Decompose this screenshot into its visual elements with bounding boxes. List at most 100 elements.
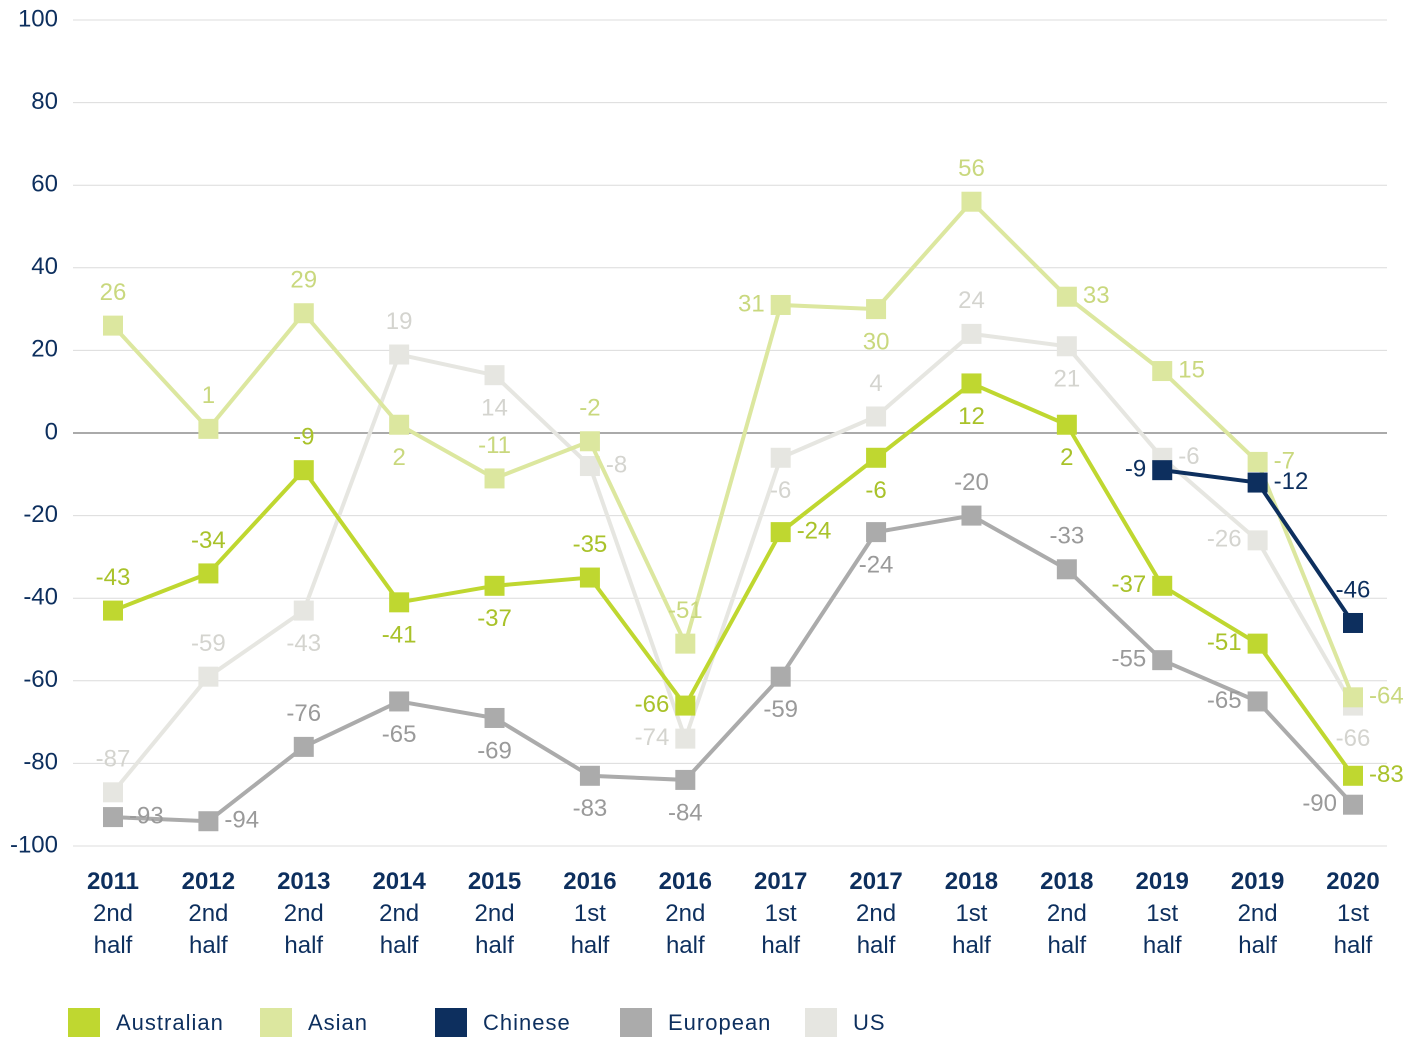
- y-tick-label: 20: [31, 336, 58, 363]
- marker: [1056, 286, 1077, 307]
- data-label: -59: [763, 696, 798, 723]
- data-label: 4: [869, 370, 882, 397]
- marker: [198, 418, 219, 439]
- marker: [293, 460, 314, 481]
- data-label: -46: [1336, 576, 1371, 603]
- data-label: 56: [958, 155, 985, 182]
- marker: [389, 414, 410, 435]
- legend-swatch: [620, 1008, 652, 1037]
- data-label: -2: [579, 395, 600, 422]
- marker: [770, 522, 791, 543]
- data-label: -9: [1125, 456, 1146, 483]
- data-label: -26: [1207, 526, 1242, 553]
- data-label: 30: [863, 328, 890, 355]
- marker: [1343, 687, 1363, 708]
- marker: [675, 633, 696, 654]
- marker: [1247, 472, 1268, 493]
- y-tick-label: -20: [23, 501, 58, 528]
- x-tick-label: 2011 2nd half: [86, 868, 140, 959]
- x-tick-label: 2014 2nd half: [372, 868, 426, 959]
- data-label: -90: [1302, 790, 1337, 817]
- marker: [770, 447, 791, 468]
- y-tick-label: 100: [18, 5, 58, 32]
- data-label: 15: [1178, 356, 1205, 383]
- data-label: 21: [1053, 366, 1080, 393]
- marker: [579, 765, 600, 786]
- marker: [866, 447, 887, 468]
- data-label: -66: [1336, 725, 1371, 752]
- legend-label: US: [853, 1010, 886, 1035]
- data-label: 24: [958, 287, 985, 314]
- series-line: [111, 198, 1355, 699]
- data-label: -35: [573, 531, 608, 558]
- y-tick-label: 60: [31, 171, 58, 198]
- y-tick-label: 80: [31, 88, 58, 115]
- marker: [961, 323, 982, 344]
- legend-swatch: [435, 1008, 467, 1037]
- x-tick-label: 2015 2nd half: [467, 868, 522, 959]
- data-label: -65: [1207, 687, 1242, 714]
- data-label: -59: [191, 630, 226, 657]
- marker: [1152, 650, 1173, 671]
- legend-swatch: [805, 1008, 837, 1037]
- data-label: -55: [1112, 645, 1147, 672]
- data-label: -24: [797, 517, 832, 544]
- marker: [1056, 414, 1077, 435]
- marker: [961, 191, 982, 212]
- data-label: -6: [770, 477, 791, 504]
- marker: [389, 592, 410, 613]
- data-label: -43: [286, 630, 321, 657]
- marker: [293, 303, 314, 324]
- marker: [675, 695, 696, 716]
- marker: [579, 456, 600, 477]
- marker: [198, 666, 219, 687]
- series-line: [111, 331, 1355, 794]
- marker: [675, 728, 696, 749]
- marker: [579, 431, 600, 452]
- marker: [1056, 336, 1077, 357]
- data-label: -84: [668, 799, 703, 826]
- x-tick-label: 2016 2nd half: [658, 868, 712, 959]
- legend-label: Australian: [116, 1010, 224, 1035]
- marker: [1343, 794, 1363, 815]
- marker: [1152, 361, 1173, 382]
- data-label: -8: [606, 451, 627, 478]
- marker: [389, 691, 410, 712]
- data-label: -7: [1274, 447, 1295, 474]
- x-tick-label: 2016 1st half: [563, 868, 617, 959]
- marker: [579, 567, 600, 588]
- marker: [484, 365, 505, 386]
- marker: [1247, 530, 1268, 551]
- data-label: -11: [478, 432, 511, 459]
- marker: [1247, 633, 1268, 654]
- marker: [103, 807, 123, 828]
- series-line: [112, 513, 1355, 824]
- y-tick-label: -60: [23, 666, 58, 693]
- data-label: 33: [1083, 282, 1110, 309]
- data-label: 1: [202, 382, 215, 409]
- data-label: -93: [129, 802, 164, 829]
- x-tick-label: 2020 1st half: [1326, 868, 1380, 959]
- y-tick-label: 40: [31, 253, 58, 280]
- marker: [770, 666, 791, 687]
- marker: [1247, 451, 1268, 472]
- data-label: 14: [481, 395, 508, 422]
- data-label: -65: [382, 721, 417, 748]
- data-label: -34: [191, 527, 226, 554]
- marker: [293, 736, 314, 757]
- marker: [866, 406, 887, 427]
- data-label: -64: [1369, 683, 1404, 710]
- data-label: 26: [100, 279, 127, 306]
- data-label: -76: [286, 700, 321, 727]
- marker: [1343, 765, 1363, 786]
- data-label: 12: [958, 403, 985, 430]
- marker: [198, 811, 219, 832]
- legend-swatch: [260, 1008, 292, 1037]
- marker: [293, 600, 314, 621]
- marker: [675, 769, 696, 790]
- series-line: [112, 381, 1355, 777]
- marker: [1247, 691, 1268, 712]
- x-tick-label: 2012 2nd half: [181, 868, 236, 959]
- marker: [198, 563, 219, 584]
- marker: [103, 315, 123, 336]
